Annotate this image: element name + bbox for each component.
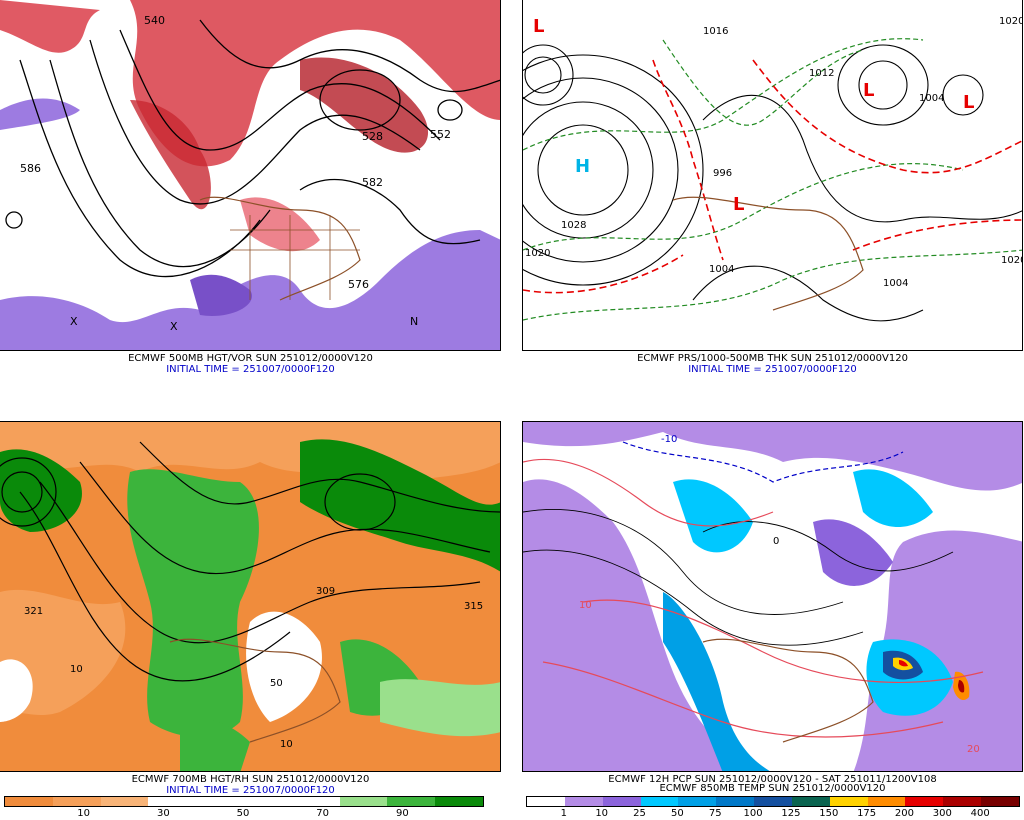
colorbar-tick-label: 25 — [633, 808, 646, 819]
colorbar-swatch — [943, 797, 982, 806]
colorbar-swatch — [435, 797, 483, 806]
colorbar-tick-label: 200 — [894, 808, 914, 819]
colorbar-tick-label: 175 — [857, 808, 877, 819]
colorbar-swatch — [905, 797, 944, 806]
map-700mb-humidity: 321 315 309 10 50 10 — [0, 421, 501, 772]
colorbar-swatch — [602, 797, 641, 806]
colorbar-tick-label: 150 — [819, 808, 839, 819]
colorbar-tick-label: 400 — [970, 808, 990, 819]
contour-label: 540 — [144, 14, 165, 27]
colorbar-swatch — [148, 797, 197, 806]
initial-time: INITIAL TIME = 251007/0000F120 — [166, 364, 335, 375]
rh-label: 50 — [270, 678, 283, 689]
colorbar-swatch — [867, 797, 906, 806]
isobar-label: 1012 — [809, 68, 834, 79]
isotherm-label: 0 — [773, 536, 779, 547]
contour-label: 315 — [464, 601, 483, 612]
low-pressure-marker: L — [733, 194, 744, 215]
rh-label: 10 — [70, 664, 83, 675]
colorbar-tick-label: 10 — [595, 808, 609, 819]
colorbar-swatch — [291, 797, 340, 806]
isotherm-label: 20 — [967, 744, 980, 755]
colorbar-tick-label: 50 — [236, 808, 250, 819]
isobar-label: 996 — [713, 168, 732, 179]
isobar-label: 1020 — [525, 248, 550, 259]
colorbar-swatch — [981, 797, 1019, 806]
panel-caption: ECMWF 12H PCP SUN 251012/0000V120 - SAT … — [608, 774, 937, 785]
colorbar-swatch — [100, 797, 149, 806]
rh-label: 10 — [280, 739, 293, 750]
isobar-label: 1028 — [561, 220, 586, 231]
panel-caption: ECMWF 700MB HGT/RH SUN 251012/0000V120 — [131, 774, 370, 785]
marker-label: X — [70, 315, 78, 328]
colorbar-tick-label: 1 — [560, 808, 568, 819]
colorbar-swatch — [527, 797, 565, 806]
isobar-label: 1020 — [999, 16, 1023, 27]
initial-time: INITIAL TIME = 251007/0000F120 — [688, 364, 857, 375]
contour-label: 309 — [316, 586, 335, 597]
isotherm-label: 10 — [579, 600, 592, 611]
colorbar-swatch — [640, 797, 679, 806]
colorbar-swatch — [716, 797, 755, 806]
marker-label: N — [410, 315, 418, 328]
isobar-label: 1016 — [703, 26, 728, 37]
colorbar-swatch — [243, 797, 292, 806]
contour-label: 576 — [348, 278, 369, 291]
colorbar-swatch — [196, 797, 244, 806]
contour-label: 321 — [24, 606, 43, 617]
colorbar-tick-label: 70 — [316, 808, 330, 819]
colorbar-tick-label: 10 — [77, 808, 91, 819]
colorbar-tick-label: 300 — [932, 808, 952, 819]
colorbar-swatch — [564, 797, 603, 806]
marker-label: X — [170, 320, 178, 333]
isotherm-label: -10 — [661, 434, 677, 445]
panel-caption: ECMWF PRS/1000-500MB THK SUN 251012/0000… — [637, 353, 908, 364]
colorbar-tick-label: 90 — [395, 808, 409, 819]
colorbar-tick-label: 50 — [671, 808, 684, 819]
rh-colorbar — [4, 796, 484, 807]
colorbar-swatch — [829, 797, 868, 806]
isobar-label: 1004 — [709, 264, 734, 275]
colorbar-swatch — [52, 797, 101, 806]
colorbar-swatch — [791, 797, 830, 806]
panel-precip-850mb-temp: -10 10 20 0 ECMWF 12H PCP SUN 251012/000… — [522, 421, 1023, 819]
contour-label: 582 — [362, 176, 383, 189]
panel-700mb-hgt-rh: 321 315 309 10 50 10 ECMWF 700MB HGT/RH … — [0, 421, 501, 819]
map-pressure-thickness: H L L L L 1028 1020 1020 1004 1004 1016 … — [522, 0, 1023, 351]
precip-colorbar-ticks: 1 10 25 50 75 100 125 150 175 200 300 400 — [526, 808, 1018, 820]
panel-pressure-thickness: H L L L L 1028 1020 1020 1004 1004 1016 … — [522, 0, 1023, 398]
colorbar-tick-label: 75 — [708, 808, 722, 819]
isobar-label: 1004 — [919, 93, 944, 104]
initial-time: INITIAL TIME = 251007/0000F120 — [166, 785, 335, 796]
map-precip-temp: -10 10 20 0 — [522, 421, 1023, 772]
rh-colorbar-ticks: 10 30 50 70 90 — [4, 808, 482, 820]
colorbar-swatch — [5, 797, 53, 806]
low-pressure-marker: L — [533, 16, 544, 37]
isobar-label: 1004 — [883, 278, 908, 289]
colorbar-tick-label: 30 — [156, 808, 170, 819]
panel-500mb-hgt-vor: 540 586 528 552 582 576 X X N ECMWF 500M… — [0, 0, 501, 398]
precip-colorbar — [526, 796, 1020, 807]
map-500mb-vorticity: 540 586 528 552 582 576 X X N — [0, 0, 501, 351]
panel-caption: ECMWF 500MB HGT/VOR SUN 251012/0000V120 — [128, 353, 373, 364]
contour-label: 552 — [430, 128, 451, 141]
contour-label: 528 — [362, 130, 383, 143]
colorbar-swatch — [754, 797, 792, 806]
colorbar-tick-label: 125 — [781, 808, 801, 819]
high-pressure-marker: H — [575, 156, 590, 177]
panel-caption-secondary: ECMWF 850MB TEMP SUN 251012/0000V120 — [659, 783, 886, 794]
colorbar-swatch — [387, 797, 436, 806]
low-pressure-marker: L — [863, 80, 874, 101]
contour-label: 586 — [20, 162, 41, 175]
colorbar-swatch — [339, 797, 388, 806]
isobar-label: 1020 — [1001, 255, 1023, 266]
colorbar-swatch — [678, 797, 717, 806]
colorbar-tick-label: 100 — [743, 808, 763, 819]
low-pressure-marker: L — [963, 92, 974, 113]
